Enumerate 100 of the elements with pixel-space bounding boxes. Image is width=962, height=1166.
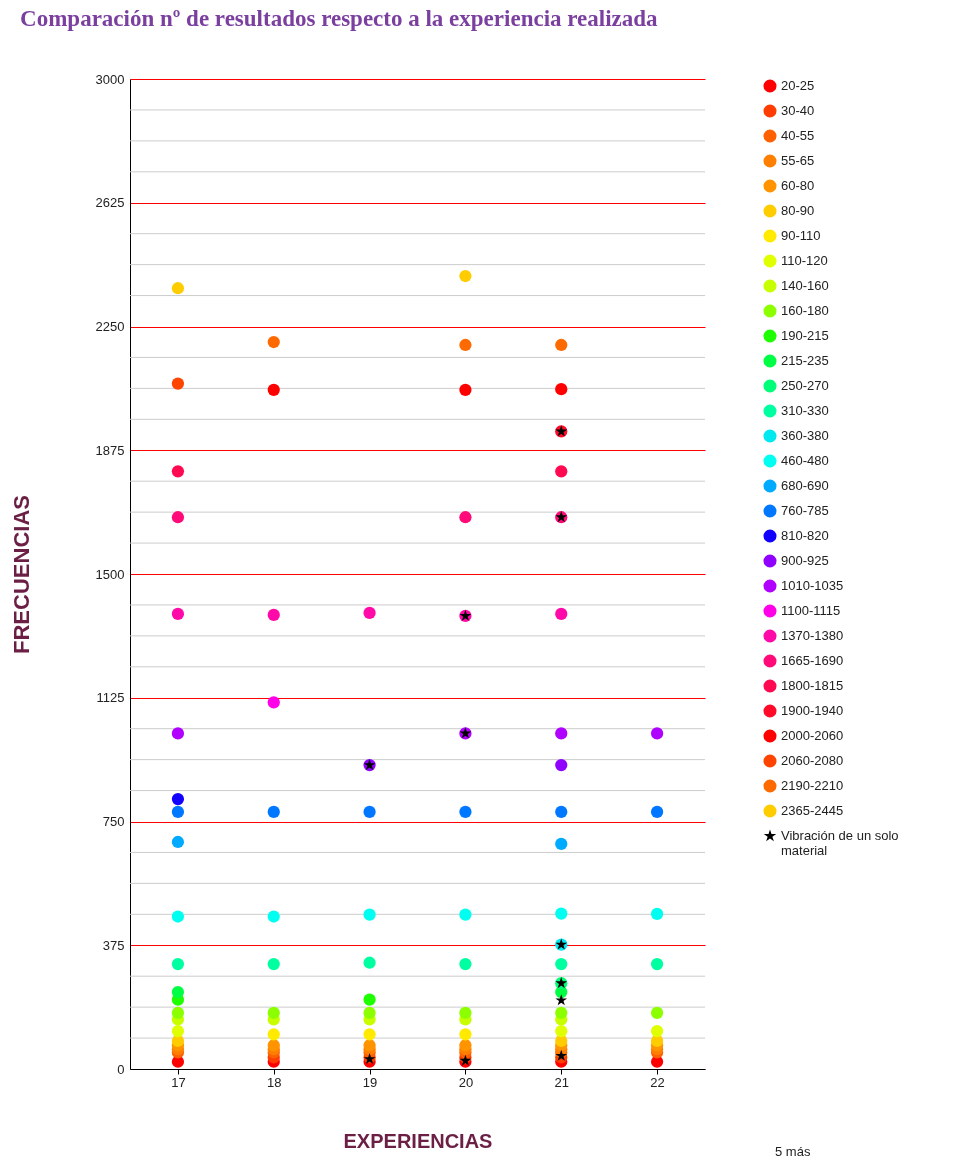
y-tick-label: 375	[102, 937, 125, 953]
point	[267, 335, 280, 349]
point	[171, 282, 185, 295]
point	[171, 607, 185, 621]
y-tick-label: 3000	[95, 71, 125, 87]
point	[650, 1024, 664, 1038]
y-tick-label: 1500	[95, 566, 125, 582]
point	[555, 1024, 568, 1038]
point	[363, 908, 376, 921]
point	[555, 383, 568, 396]
point	[555, 465, 568, 478]
point	[171, 1024, 185, 1038]
legend-label: 250-270	[781, 378, 829, 393]
y-tick-label: 0	[117, 1061, 125, 1077]
y-tick-label: 2625	[95, 195, 125, 211]
point	[363, 805, 376, 819]
point	[459, 1006, 472, 1020]
point	[650, 907, 664, 921]
point	[171, 1006, 185, 1020]
y-tick-label: 750	[102, 814, 125, 829]
point	[459, 957, 472, 971]
point	[363, 993, 376, 1006]
point	[171, 727, 185, 740]
legend-label: 90-110	[781, 228, 821, 243]
point	[267, 1039, 280, 1052]
point	[171, 835, 185, 849]
y-tick-label: 1875	[95, 442, 125, 458]
legend-label: 460-480	[781, 453, 829, 468]
x-tick-label: 18	[267, 1074, 282, 1090]
legend-label: 140-160	[781, 278, 829, 293]
legend-label: 20-25	[781, 78, 815, 93]
point	[363, 956, 376, 969]
point	[555, 837, 568, 851]
point	[171, 511, 185, 524]
x-tick-label: 17	[171, 1074, 186, 1090]
point	[555, 1034, 568, 1048]
legend-label: 1800-1815	[781, 678, 844, 693]
legend-label: 360-380	[781, 428, 829, 443]
point	[363, 606, 376, 620]
point	[171, 465, 185, 478]
point	[267, 696, 280, 709]
point	[459, 1039, 472, 1052]
point	[171, 377, 185, 390]
point	[459, 511, 472, 524]
legend-label: 1100-1115	[781, 603, 841, 618]
x-tick-label: 21	[554, 1074, 569, 1090]
legend-label: 680-690	[781, 478, 829, 493]
point	[171, 792, 185, 806]
point	[171, 957, 185, 971]
chart-title: Comparación nº de resultados respecto a la experiencia realizada	[20, 6, 659, 31]
point	[459, 269, 472, 283]
point	[267, 608, 280, 622]
legend-label: 2060-2080	[781, 753, 844, 768]
point	[459, 383, 472, 396]
text: 5 más	[775, 1144, 811, 1159]
legend-label: 310-330	[781, 403, 829, 418]
point	[171, 986, 185, 999]
point	[459, 338, 472, 352]
point	[555, 758, 568, 772]
legend-label: 80-90	[781, 203, 815, 218]
legend-label: 2000-2060	[781, 728, 844, 743]
legend-label: Vibración de un solo material	[781, 828, 899, 858]
legend-label: 110-120	[781, 253, 828, 268]
x-axis-title: EXPERIENCIAS	[343, 1129, 493, 1152]
point	[171, 910, 185, 923]
point	[459, 805, 472, 819]
point	[267, 383, 280, 396]
x-tick-label: 19	[362, 1074, 378, 1090]
y-axis-title: FRECUENCIAS	[8, 495, 34, 654]
legend-label: 40-55	[781, 128, 815, 143]
point	[363, 1039, 376, 1052]
legend-label: 2190-2210	[781, 778, 844, 793]
point	[171, 1034, 185, 1048]
legend-label: 60-80	[781, 178, 815, 193]
legend-label: 810-820	[781, 528, 829, 543]
point	[267, 957, 280, 971]
legend-label: 1665-1690	[781, 653, 844, 668]
point	[267, 1028, 280, 1041]
legend-label: 30-40	[781, 103, 815, 118]
legend-label: 2365-2445	[781, 803, 844, 818]
legend-label: 160-180	[781, 303, 829, 318]
x-tick-label: 22	[650, 1074, 665, 1090]
point	[459, 1028, 472, 1041]
point	[363, 1028, 376, 1041]
y-tick-label: 1125	[96, 690, 125, 706]
y-tick-label: 2250	[95, 319, 125, 334]
point	[363, 1006, 376, 1020]
point	[650, 805, 664, 819]
point	[555, 727, 568, 740]
point	[555, 338, 568, 352]
point	[650, 957, 664, 971]
point	[171, 805, 185, 819]
point	[459, 908, 472, 921]
point	[650, 1034, 664, 1048]
legend-label: 1010-1035	[781, 578, 844, 593]
point	[267, 805, 280, 819]
point	[555, 957, 568, 971]
legend-label: 760-785	[781, 503, 829, 518]
x-tick-label: 20	[458, 1074, 474, 1090]
legend-label: 1370-1380	[781, 628, 844, 643]
